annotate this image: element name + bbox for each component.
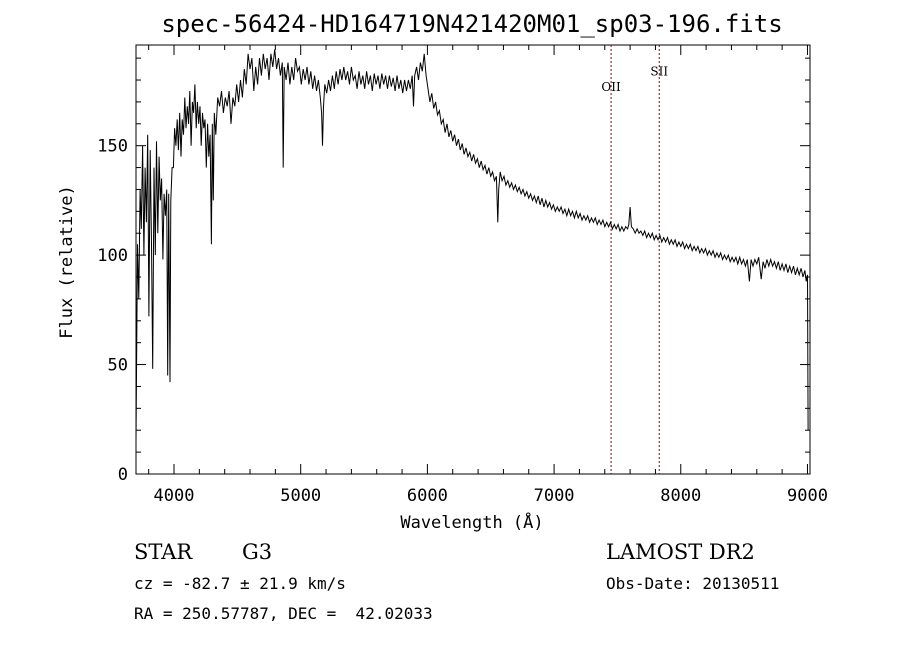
plot-frame [135,44,811,475]
chart-title: spec-56424-HD164719N421420M01_sp03-196.f… [161,10,782,38]
x-tick-label: 9000 [787,486,828,506]
x-tick-label: 7000 [534,486,575,506]
survey-name: LAMOST DR2 [606,540,755,564]
axis-ticks: 4000 5000 6000 7000 8000 9000 0 50 100 150 [97,45,828,506]
y-tick-label: 0 [118,465,128,485]
spectrum-line [135,49,809,442]
x-tick-label: 8000 [660,486,701,506]
subclass: G3 [242,540,273,564]
y-axis-label: Flux (relative) [57,185,77,339]
obs-date-text: Obs-Date: 20130511 [606,574,780,593]
redshift-text: cz = -82.7 ± 21.9 km/s [134,574,346,593]
y-tick-label: 100 [97,246,128,266]
x-tick-label: 4000 [154,486,195,506]
x-axis-label: Wavelength (Å) [400,511,543,533]
spectral-line-markers: OII SII [601,45,668,474]
coordinates-text: RA = 250.57787, DEC = 42.02033 [134,604,433,623]
line-label-sii: SII [650,65,668,79]
x-tick-label: 5000 [280,486,321,506]
x-tick-label: 6000 [407,486,448,506]
y-tick-label: 50 [108,356,128,376]
y-tick-label: 150 [97,137,128,157]
line-label-oii: OII [601,80,621,94]
object-type: STAR [134,540,193,564]
